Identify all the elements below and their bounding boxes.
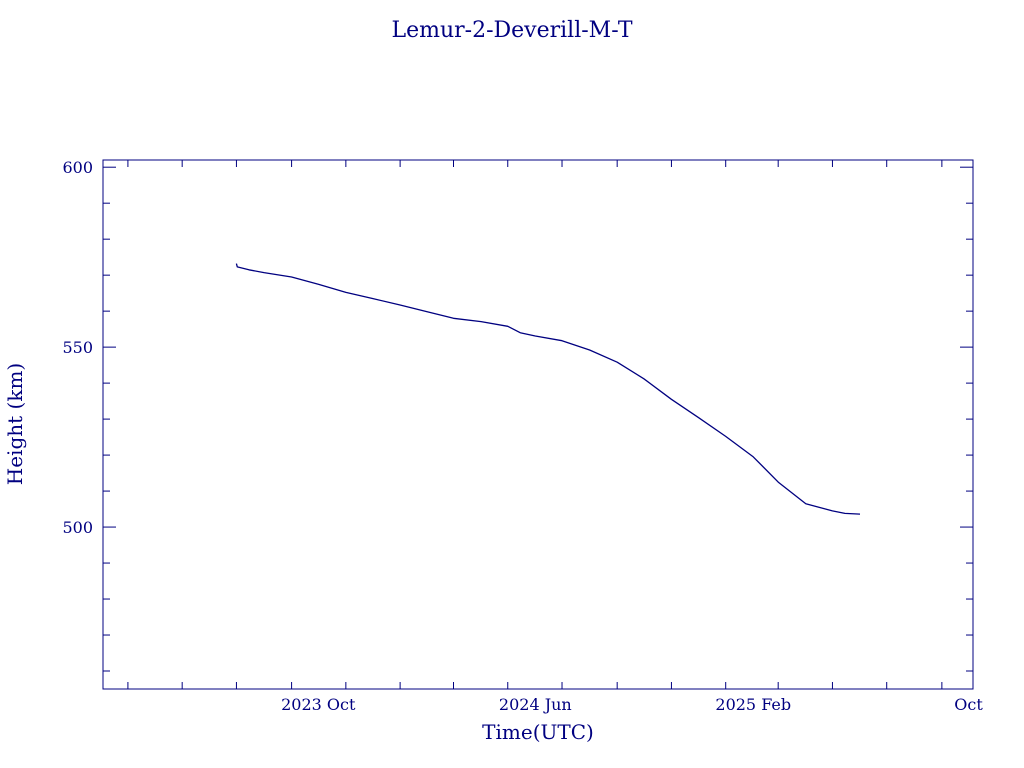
height-series-line [235,263,861,515]
x-axis-label: Time(UTC) [482,720,594,744]
series-layer [235,263,861,515]
x-tick-label: Oct [954,695,983,714]
chart-title: Lemur-2-Deverill-M-T [391,18,632,43]
plot-frame [102,159,974,690]
y-tick-label: 550 [62,338,93,357]
x-tick-label: 2023 Oct [281,695,356,714]
y-axis-label: Height (km) [3,363,27,485]
x-tick-label: 2025 Feb [715,695,791,714]
y-tick-label: 500 [62,518,93,537]
axis-ticks [103,160,973,689]
x-tick-label: 2024 Jun [499,695,572,714]
y-tick-label: 600 [62,158,93,177]
tick-labels: 500 550 600 2023 Oct 2024 Jun 2025 Feb Oct [62,158,983,714]
